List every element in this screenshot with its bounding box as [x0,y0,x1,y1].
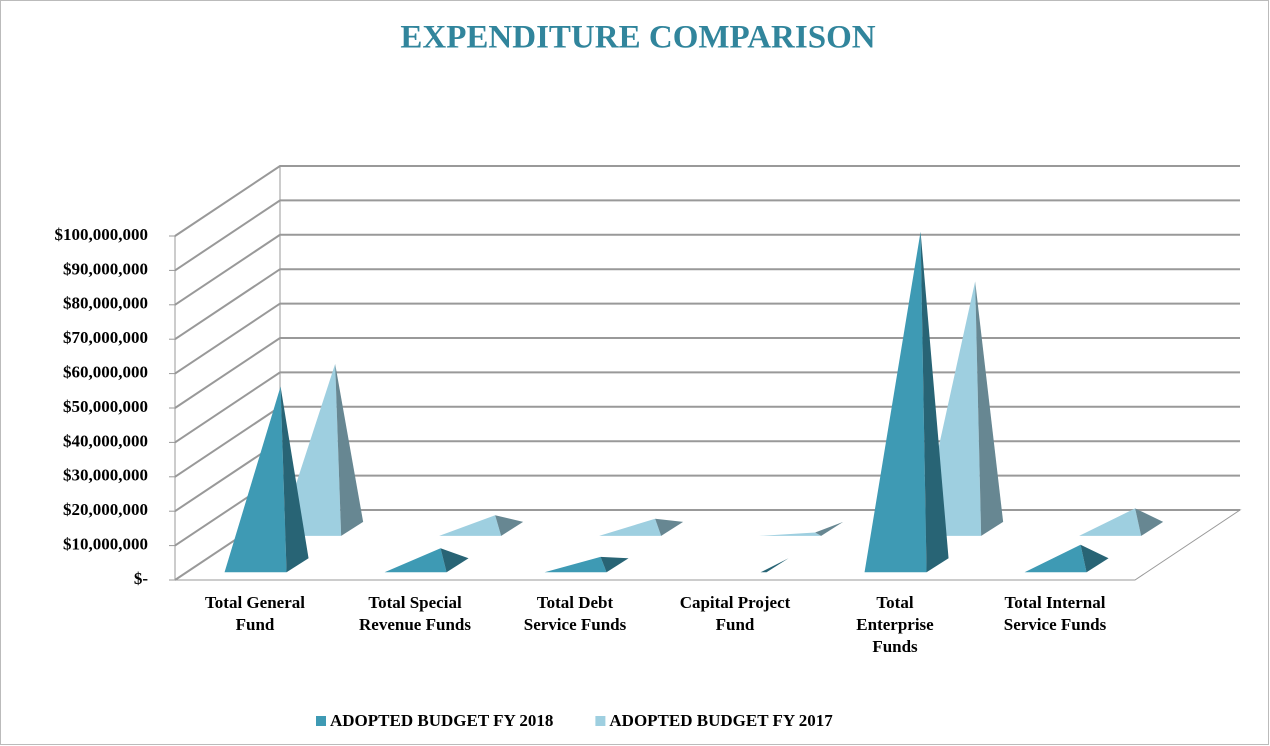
pyramid [1024,544,1109,573]
y-tick-label: $30,000,000 [63,466,148,485]
legend-swatch [316,716,326,726]
pyramid [864,231,949,573]
pyramid-side [335,363,364,536]
x-tick-label: Total Special Revenue Funds [359,593,471,634]
chart-title: EXPENDITURE COMPARISON [400,20,875,56]
y-tick-label: $- [134,569,149,588]
pyramid-side [495,515,524,536]
pyramid [224,386,309,573]
y-tick-label: $100,000,000 [55,225,149,244]
x-tick-label: Capital Project Fund [680,593,791,634]
legend-label: ADOPTED BUDGET FY 2018 [330,711,553,730]
legend-swatch [595,716,606,726]
y-tick-label: $50,000,000 [63,397,148,416]
legend-label: ADOPTED BUDGET FY 2017 [609,711,833,730]
x-tick-label: Total General Fund [205,593,305,634]
pyramid-front [759,532,822,536]
pyramid [760,558,789,573]
y-tick-label: $60,000,000 [63,363,148,382]
y-tick-label: $10,000,000 [63,535,148,554]
pyramid-side [600,556,629,573]
pyramid [599,518,684,536]
pyramid [544,556,629,573]
x-tick-label: Total Enterprise Funds [856,593,934,656]
pyramid-side [1135,508,1164,536]
y-tick-label: $90,000,000 [63,259,148,278]
pyramid-side [655,518,684,536]
pyramid-side [975,281,1004,536]
pyramid [384,548,469,573]
pyramid-side [760,558,789,573]
pyramid-front [1079,508,1142,536]
y-tick-label: $80,000,000 [63,294,148,313]
pyramid-front [384,548,447,573]
x-tick-label: Total Debt Service Funds [524,593,627,634]
pyramid-side [920,231,949,573]
pyramid-side [440,548,469,573]
pyramid [439,515,524,536]
pyramid-front [864,231,927,573]
x-tick-label: Total Internal Service Funds [1004,593,1107,634]
pyramid [759,521,844,536]
pyramid-front [224,386,287,573]
y-tick-label: $40,000,000 [63,431,148,450]
y-tick-label: $70,000,000 [63,328,148,347]
pyramid-side [1080,544,1109,573]
pyramid-front [439,515,502,536]
y-tick-label: $20,000,000 [63,500,148,519]
pyramid-side [815,521,844,536]
pyramid-side [280,386,309,573]
pyramid-front [599,518,662,536]
pyramid-front [544,556,607,573]
pyramid [1079,508,1164,536]
pyramid-front [1024,544,1087,573]
